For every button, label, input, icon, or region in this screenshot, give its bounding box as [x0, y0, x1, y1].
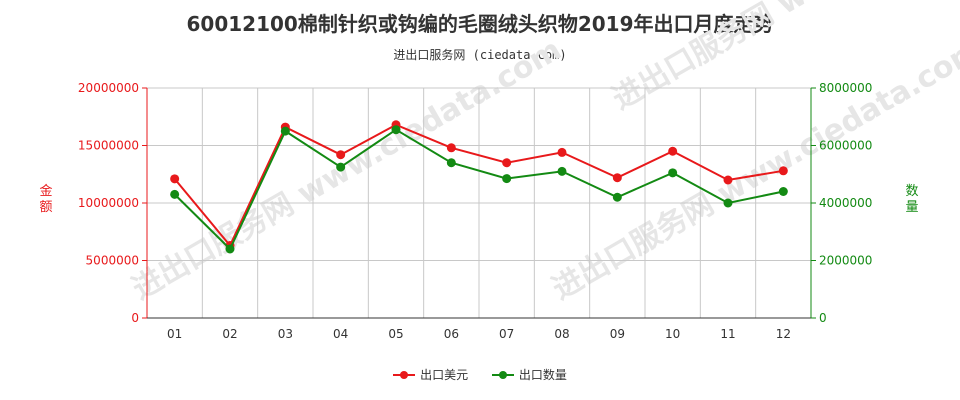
y-right-tick-label: 4000000	[819, 196, 872, 210]
y-left-tick-label: 20000000	[78, 81, 139, 95]
y-right-tick-label: 2000000	[819, 254, 872, 268]
data-point-value	[502, 158, 512, 168]
x-tick-label: 02	[222, 327, 237, 341]
legend-item-quantity[interactable]: 出口数量	[491, 366, 567, 383]
x-tick-label: 07	[499, 327, 514, 341]
series-line-value	[173, 123, 784, 248]
x-tick-label: 06	[444, 327, 459, 341]
data-point-value	[723, 175, 733, 185]
y-right-tick-label: 6000000	[819, 139, 872, 153]
data-point-value	[778, 166, 788, 176]
data-point-value	[557, 147, 567, 157]
chart-subtitle: 进出口服务网 (ciedata.com)	[393, 48, 567, 62]
watermark-text: 进出口服务网 www.ciedata.com	[547, 32, 960, 307]
data-point-quantity	[336, 162, 346, 172]
data-point-quantity	[723, 198, 733, 208]
data-point-quantity	[170, 189, 180, 199]
x-tick-label: 08	[554, 327, 569, 341]
data-point-quantity	[391, 125, 401, 135]
legend-label-quantity: 出口数量	[518, 368, 567, 382]
watermark-text: 进出口服务网 www.ciedata.com	[127, 32, 568, 307]
data-point-quantity	[280, 126, 290, 136]
data-point-value	[336, 150, 346, 160]
y-right-tick-label: 0	[819, 311, 827, 325]
data-point-quantity	[557, 166, 567, 176]
x-tick-label: 04	[333, 327, 348, 341]
data-point-quantity	[612, 192, 622, 202]
x-tick-label: 12	[776, 327, 791, 341]
data-point-value	[668, 146, 678, 156]
legend-item-value[interactable]: 出口美元	[393, 366, 468, 383]
chart-legend: 出口美元 出口数量	[0, 366, 960, 383]
y-left-tick-label: 5000000	[86, 254, 139, 268]
legend-swatch-quantity	[491, 370, 514, 380]
y-right-tick-label: 8000000	[819, 81, 872, 95]
x-tick-label: 03	[278, 327, 293, 341]
y-left-tick-label: 15000000	[78, 139, 139, 153]
y-left-tick-label: 0	[131, 311, 139, 325]
data-point-value	[612, 173, 622, 183]
legend-label-value: 出口美元	[420, 368, 469, 382]
chart-title: 60012100棉制针织或钩编的毛圈绒头织物2019年出口月度走势	[186, 12, 774, 36]
y-left-axis-title: 金额	[39, 183, 52, 215]
y-left-tick-label: 10000000	[78, 196, 139, 210]
data-point-quantity	[446, 158, 456, 168]
data-point-value	[446, 143, 456, 153]
data-point-quantity	[668, 168, 678, 178]
x-tick-label: 01	[167, 327, 182, 341]
legend-swatch-value	[393, 370, 416, 380]
data-point-value	[170, 174, 180, 184]
x-tick-label: 05	[388, 327, 403, 341]
y-right-axis-title: 数量	[905, 184, 918, 215]
data-point-quantity	[225, 244, 235, 254]
x-tick-label: 10	[665, 327, 680, 341]
data-point-quantity	[502, 174, 512, 184]
x-tick-label: 11	[720, 327, 735, 341]
x-tick-label: 09	[610, 327, 625, 341]
data-point-quantity	[778, 187, 788, 196]
series-line-quantity	[173, 128, 784, 251]
